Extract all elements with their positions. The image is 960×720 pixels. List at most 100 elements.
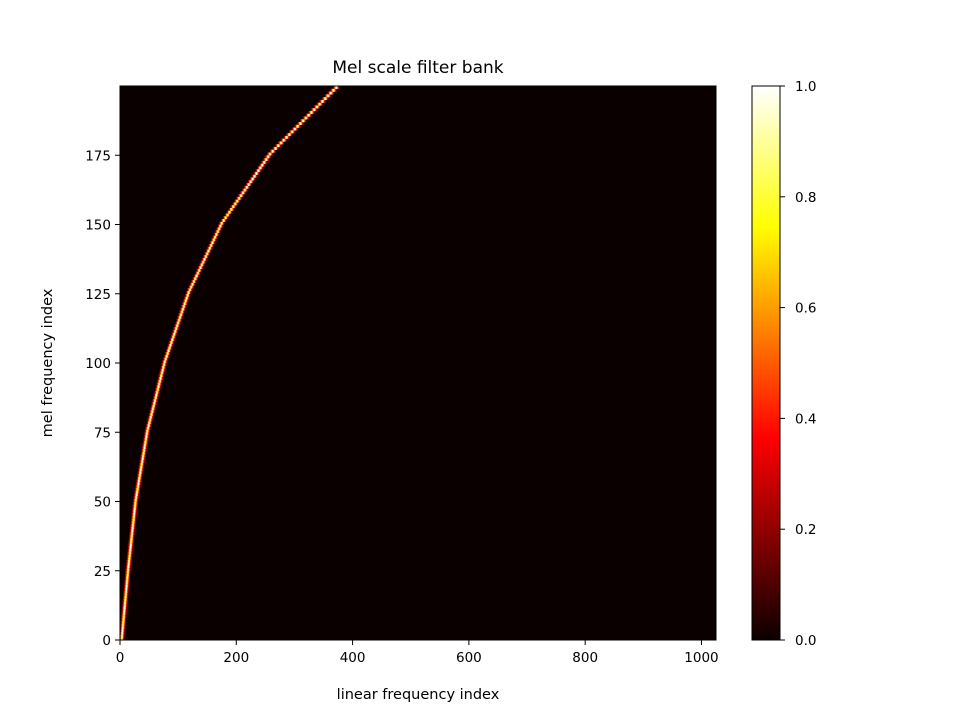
filter-row-peak	[134, 507, 136, 511]
filter-row-peak	[226, 213, 229, 217]
filter-row-peak	[296, 124, 299, 128]
filter-row-peak	[210, 243, 212, 247]
y-tick-label: 75	[94, 425, 111, 441]
y-tick-label: 0	[102, 633, 111, 649]
filter-row-peak	[132, 520, 134, 524]
filter-row-peak	[152, 404, 155, 408]
colorbar-tick-label: 0.8	[795, 190, 816, 206]
filter-row-peak	[123, 606, 126, 610]
filter-row-peak	[148, 421, 151, 425]
filter-row-peak	[139, 473, 141, 477]
filter-row-peak	[121, 637, 123, 640]
y-tick-label: 100	[85, 356, 111, 372]
filter-row-peak	[128, 556, 130, 560]
filter-row-peak	[209, 246, 211, 250]
filter-row-peak	[205, 254, 207, 258]
filter-row-peak	[132, 523, 134, 527]
y-tick-label: 175	[85, 148, 111, 164]
filter-row-peak	[155, 393, 158, 397]
filter-row-peak	[128, 559, 130, 563]
filter-row-peak	[125, 584, 128, 588]
filter-row-peak	[166, 354, 168, 358]
filter-row-peak	[157, 385, 160, 389]
filter-row-peak	[253, 174, 256, 178]
filter-row-peak	[230, 207, 233, 211]
y-axis-label: mel frequency index	[40, 288, 56, 437]
filter-row-peak	[145, 437, 147, 441]
filter-row-peak	[131, 534, 133, 538]
filter-row-peak	[126, 581, 128, 585]
filter-row-peak	[159, 379, 161, 383]
x-tick-label: 800	[572, 650, 598, 666]
filter-row-peak	[157, 387, 159, 391]
filter-row-peak	[169, 343, 172, 347]
filter-row-peak	[135, 493, 138, 497]
filter-row-peak	[127, 567, 129, 571]
filter-row-peak	[272, 149, 274, 153]
filter-row-peak	[244, 188, 246, 192]
filter-row-peak	[125, 587, 127, 591]
y-tick-label: 125	[85, 287, 111, 303]
filter-row-peak	[132, 518, 135, 522]
filter-row-peak	[170, 340, 173, 344]
filter-row-peak	[191, 282, 194, 286]
filter-row-peak	[285, 135, 288, 139]
filter-row-peak	[218, 227, 220, 231]
filter-row-peak	[193, 279, 195, 283]
filter-row-peak	[129, 545, 132, 549]
filter-row-peak	[127, 570, 129, 574]
filter-row-peak	[129, 548, 131, 552]
filter-row-peak	[126, 573, 129, 577]
filter-row-peak	[316, 105, 318, 109]
y-axis: 0 25 50 75 100 125 150 175	[85, 148, 120, 649]
x-axis-label: linear frequency index	[337, 687, 500, 703]
filter-row-peak	[313, 108, 315, 112]
filter-row-peak	[130, 537, 133, 541]
colorbar-tick-label: 0.0	[795, 633, 816, 649]
filter-row-peak	[181, 310, 183, 314]
filter-row-peak	[158, 382, 160, 386]
filter-row-peak	[223, 218, 225, 222]
filter-row-peak	[280, 141, 282, 145]
filter-row-peak	[148, 423, 150, 427]
colorbar-tick-label: 0.2	[795, 522, 816, 538]
filter-row-peak	[126, 576, 129, 580]
filter-row-peak	[135, 498, 137, 502]
filter-row-peak	[141, 462, 143, 466]
filter-row-peak	[197, 271, 199, 275]
y-tick-label: 25	[94, 564, 111, 580]
filter-row-peak	[184, 302, 186, 306]
filter-row-peak	[206, 252, 208, 256]
filter-row-peak	[211, 241, 214, 245]
filter-row-peak	[283, 138, 285, 142]
filter-row-peak	[130, 543, 132, 547]
filter-row-peak	[202, 260, 204, 264]
filter-row-peak	[310, 110, 313, 114]
filter-row-peak	[194, 277, 196, 281]
x-axis: 0 200 400 600 800 1000	[116, 640, 719, 666]
filter-row-peak	[242, 191, 244, 195]
filter-row-peak	[137, 484, 139, 488]
filter-row-peak	[122, 617, 125, 621]
filter-row-peak	[332, 88, 335, 92]
filter-row-peak	[190, 285, 192, 289]
filter-row-peak	[307, 113, 310, 117]
filter-row-peak	[128, 562, 130, 566]
filter-row-peak	[168, 346, 171, 350]
filter-row-peak	[146, 432, 148, 436]
filter-row-peak	[154, 399, 156, 402]
filter-row-peak	[183, 304, 185, 308]
filter-row-peak	[156, 390, 158, 394]
filter-row-peak	[187, 293, 189, 297]
filter-row-peak	[215, 232, 218, 236]
filter-row-peak	[189, 288, 191, 292]
filter-row-peak	[134, 501, 137, 505]
colorbar-ticks: 0.0 0.2 0.4 0.6 0.8 1.0	[780, 79, 816, 649]
filter-row-peak	[179, 315, 181, 319]
filter-row-peak	[240, 194, 242, 197]
filter-row-peak	[288, 133, 291, 137]
filter-row-peak	[238, 196, 240, 200]
filter-row-peak	[123, 612, 125, 616]
filter-row-peak	[150, 412, 153, 416]
filter-row-peak	[124, 601, 126, 605]
